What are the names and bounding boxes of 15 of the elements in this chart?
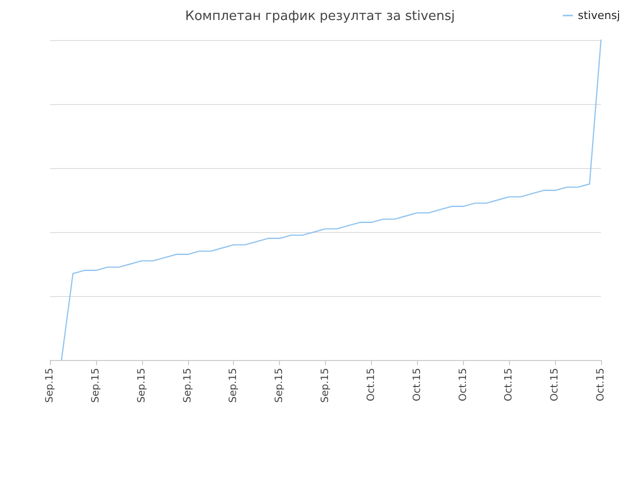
x-tick-label: Oct.15 <box>366 368 377 402</box>
legend-label: stivensj <box>578 9 620 22</box>
x-tick-label: Sep.15 <box>274 368 286 403</box>
x-tick-label: Sep.15 <box>182 368 194 403</box>
x-tick-label: Oct.15 <box>504 368 515 402</box>
x-tick-label: Sep.15 <box>136 368 148 403</box>
x-tick-label: Sep.15 <box>320 368 331 403</box>
x-tick-label: Oct.15 <box>550 368 561 402</box>
x-tick-label: Oct.15 <box>596 368 606 402</box>
x-tick-label: Oct.15 <box>412 368 423 402</box>
x-tick-label: Sep.15 <box>228 368 240 403</box>
x-tick-label: Sep.15 <box>90 368 102 403</box>
x-tick-label: Sep.15 <box>44 368 56 403</box>
x-tick-label: Oct.15 <box>458 368 469 402</box>
chart-title: Комплетан график резултат за stivensj <box>185 9 455 24</box>
